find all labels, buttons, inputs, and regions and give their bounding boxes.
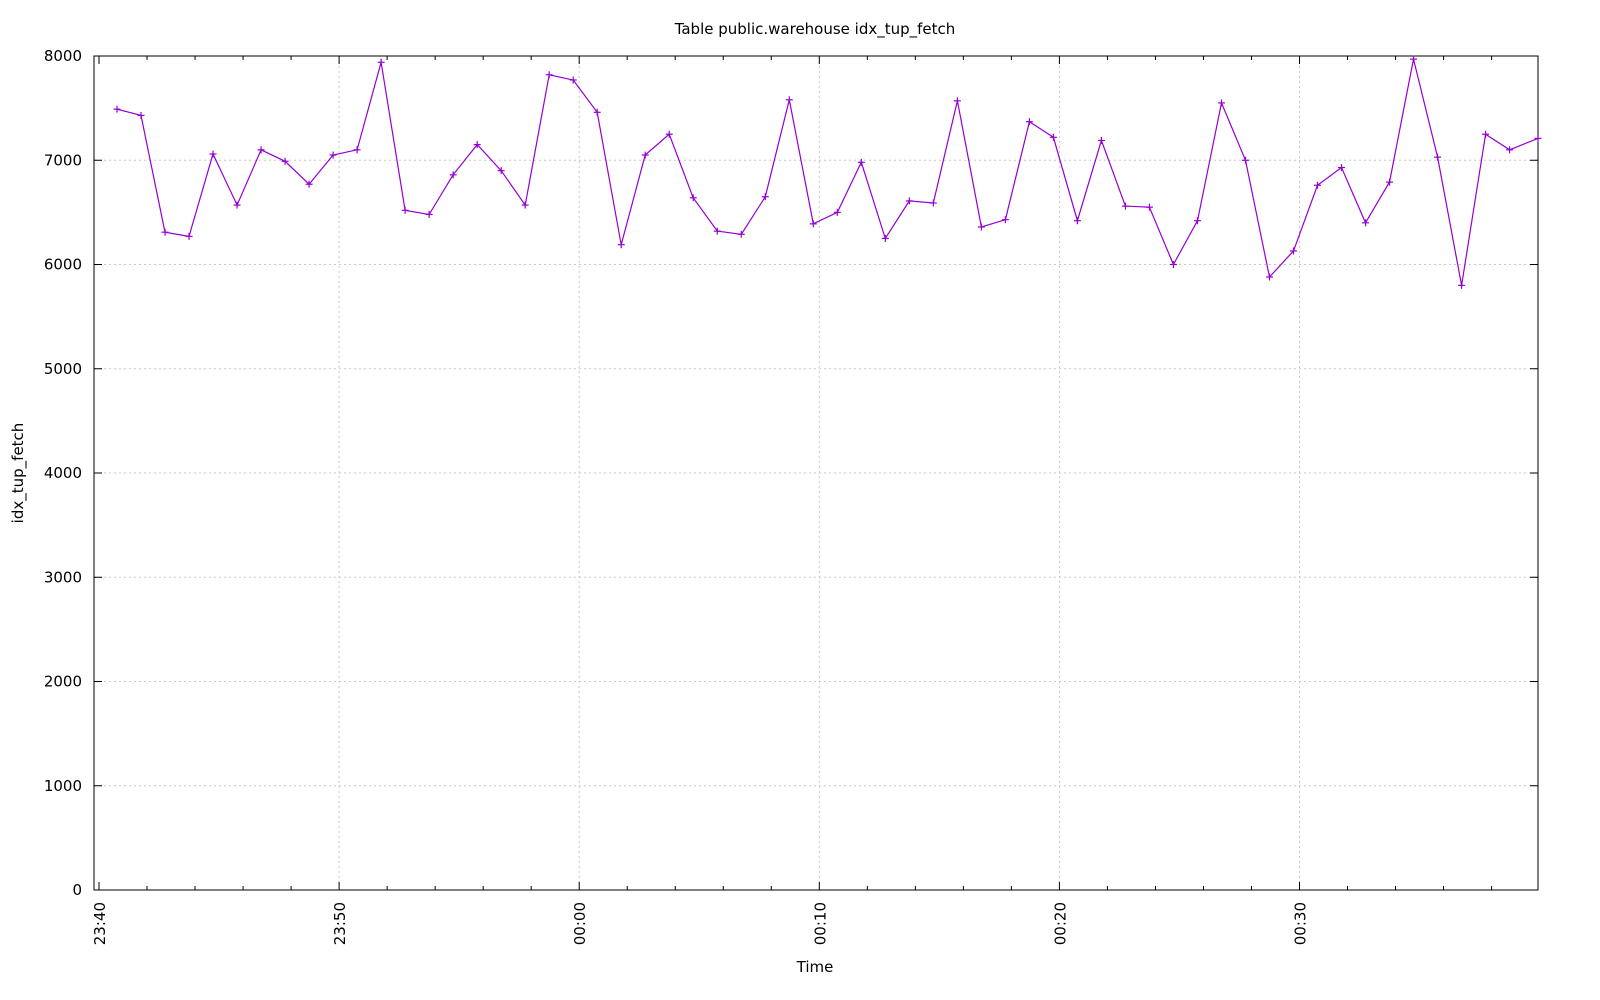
data-point xyxy=(1410,55,1418,63)
data-point xyxy=(329,151,337,159)
data-point xyxy=(713,227,721,235)
x-axis-label: Time xyxy=(796,958,834,976)
data-point xyxy=(1073,217,1081,225)
data-point xyxy=(1386,178,1394,186)
data-point xyxy=(1241,156,1249,164)
y-tick-label: 4000 xyxy=(44,464,82,482)
series-line xyxy=(116,58,1539,286)
data-point xyxy=(113,105,121,113)
y-tick-label: 3000 xyxy=(44,568,82,586)
data-point xyxy=(209,150,217,158)
data-point xyxy=(161,228,169,236)
data-point xyxy=(305,180,313,188)
data-point xyxy=(353,146,361,154)
data-point xyxy=(833,208,841,216)
data-point xyxy=(401,206,409,214)
data-point xyxy=(1001,216,1009,224)
data-point xyxy=(1482,130,1490,138)
data-point xyxy=(449,171,457,179)
series-idx-tup-fetch xyxy=(113,55,1542,289)
data-point xyxy=(497,167,505,175)
x-tick-label: 23:40 xyxy=(91,902,109,945)
data-point xyxy=(1506,146,1514,154)
data-point xyxy=(1314,181,1322,189)
data-point xyxy=(785,96,793,104)
data-point xyxy=(257,146,265,154)
data-point xyxy=(377,58,385,66)
data-point xyxy=(881,234,889,242)
data-point xyxy=(233,201,241,209)
data-point xyxy=(1434,153,1442,161)
data-point xyxy=(737,230,745,238)
data-point xyxy=(761,193,769,201)
data-point xyxy=(1265,273,1273,281)
data-point xyxy=(905,197,913,205)
data-point xyxy=(281,157,289,165)
chart-title: Table public.warehouse idx_tup_fetch xyxy=(674,20,956,39)
data-point xyxy=(1458,281,1466,289)
x-tick-label: 00:20 xyxy=(1051,902,1069,945)
data-point xyxy=(929,199,937,207)
data-point xyxy=(1217,99,1225,107)
data-point xyxy=(617,241,625,249)
x-tick-label: 00:10 xyxy=(811,902,829,945)
y-tick-label: 0 xyxy=(72,881,82,899)
data-point xyxy=(1097,136,1105,144)
data-point xyxy=(185,232,193,240)
data-point xyxy=(1362,219,1370,227)
y-tick-label: 7000 xyxy=(44,151,82,169)
y-tick-label: 8000 xyxy=(44,47,82,65)
data-point xyxy=(953,97,961,105)
data-point xyxy=(473,141,481,149)
data-point xyxy=(137,111,145,119)
data-point xyxy=(1025,118,1033,126)
data-point xyxy=(689,194,697,202)
y-tick-label: 1000 xyxy=(44,777,82,795)
data-point xyxy=(1169,261,1177,268)
plot-frame xyxy=(93,55,1539,891)
data-point xyxy=(1145,203,1153,211)
data-point xyxy=(521,201,529,209)
data-point xyxy=(1534,134,1542,142)
y-tick-label: 5000 xyxy=(44,360,82,378)
x-axis: 23:40 23:50 00:00 00:10 00:20 00:30 xyxy=(91,56,1493,945)
y-tick-label: 2000 xyxy=(44,673,82,691)
data-point xyxy=(641,151,649,159)
grid-lines xyxy=(94,56,1538,890)
data-point xyxy=(1289,247,1297,255)
y-axis-label: idx_tup_fetch xyxy=(9,423,28,524)
data-point xyxy=(593,108,601,116)
x-tick-label: 00:00 xyxy=(571,902,589,945)
data-point xyxy=(977,223,985,231)
data-point xyxy=(1338,164,1346,172)
data-point xyxy=(545,71,553,79)
data-point xyxy=(1121,202,1129,210)
x-tick-label: 00:30 xyxy=(1292,902,1310,945)
data-point xyxy=(1193,217,1201,225)
data-point xyxy=(857,158,865,166)
data-point xyxy=(809,220,817,228)
x-tick-label: 23:50 xyxy=(331,902,349,945)
y-axis: 0 1000 2000 3000 4000 5000 6000 7000 8000 xyxy=(44,47,1538,899)
data-point xyxy=(425,210,433,218)
data-point xyxy=(1049,133,1057,141)
data-point xyxy=(665,130,673,138)
y-tick-label: 6000 xyxy=(44,256,82,274)
data-point xyxy=(569,76,577,84)
